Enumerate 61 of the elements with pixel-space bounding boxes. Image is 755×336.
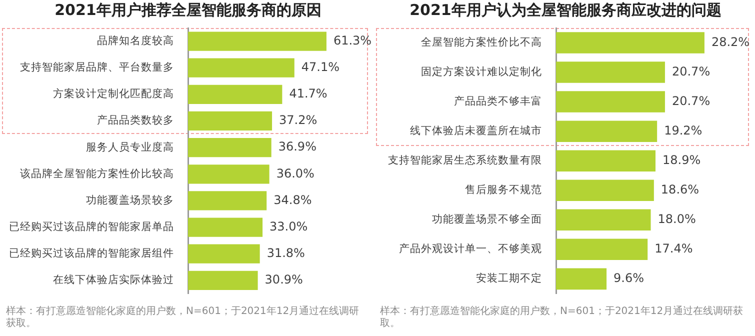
data-label: 34.8%	[274, 192, 312, 207]
y-tick-label: 已经购买过该品牌的智能家居单品	[9, 220, 174, 234]
data-label: 37.2%	[279, 113, 318, 128]
y-tick-label: 功能覆盖场景较多	[86, 193, 174, 206]
bar	[556, 238, 648, 260]
y-tick-label: 服务人员专业度高	[86, 140, 174, 154]
bar	[556, 150, 656, 172]
data-label: 20.7%	[672, 64, 710, 78]
bar	[188, 111, 272, 131]
bar	[188, 270, 258, 290]
data-label: 47.1%	[301, 60, 340, 74]
data-label: 30.9%	[264, 272, 303, 287]
y-tick-label: 已经购买过该品牌的智能家居组件	[9, 246, 174, 260]
bar	[556, 62, 665, 83]
y-tick-label: 全屋智能方案性价比不高	[421, 35, 542, 48]
data-label: 28.2%	[711, 34, 750, 49]
y-tick-label: 产品外观设计单一、不够美观	[399, 242, 542, 256]
data-label: 20.7%	[672, 94, 710, 108]
data-label: 41.7%	[289, 86, 328, 101]
y-tick-label: 产品品类数较多	[97, 114, 174, 127]
y-tick-label: 安装工期不定	[476, 272, 542, 285]
y-tick-label: 功能覆盖场景不够全面	[432, 212, 542, 226]
bar	[188, 32, 326, 51]
bar	[188, 138, 272, 158]
bar	[556, 91, 665, 112]
y-tick-label: 固定方案设计难以定制化	[421, 65, 542, 78]
y-tick-label: 该品牌全屋智能方案性价比较高	[20, 166, 174, 180]
y-tick-label: 线下体验店未覆盖所在城市	[410, 124, 542, 138]
y-tick-label: 产品品类不够丰富	[454, 94, 542, 108]
text: 样本：有打意愿造智能化家庭的用户数，N=601；于2021年12月通过在线调研获取。	[5, 306, 360, 330]
y-tick-label: 品牌知名度较高	[97, 34, 174, 48]
bar	[188, 218, 263, 237]
bar	[556, 268, 607, 290]
text: 样本：有打意愿造智能化家庭的用户数，N=601；于2021年12月通过在线调研获取。	[379, 306, 744, 330]
data-label: 18.0%	[658, 212, 696, 226]
data-label: 33.0%	[270, 219, 308, 234]
bar	[188, 191, 267, 210]
data-label: 9.6%	[614, 271, 644, 286]
bar	[188, 244, 260, 264]
bar	[188, 58, 294, 78]
data-label: 31.8%	[266, 246, 305, 260]
data-label: 61.3%	[333, 33, 372, 48]
bar	[556, 32, 704, 54]
bar	[556, 120, 658, 142]
bar	[556, 209, 651, 231]
chart-title: 2021年用户认为全屋智能服务商应改进的问题	[410, 0, 722, 19]
data-label: 18.6%	[660, 182, 700, 196]
data-label: 36.9%	[278, 140, 316, 154]
bar	[556, 180, 654, 201]
y-tick-label: 支持智能家居品牌、平台数量多	[20, 60, 174, 74]
data-label: 19.2%	[664, 123, 702, 138]
bar	[188, 84, 282, 104]
y-tick-label: 方案设计定制化匹配度高	[53, 87, 174, 100]
y-tick-label: 在线下体验店实际体验过	[53, 273, 174, 286]
bar	[188, 164, 270, 184]
y-tick-label: 支持智能家居生态系统数量有限	[388, 154, 542, 167]
y-tick-label: 售后服务不规范	[465, 183, 542, 196]
data-label: 36.0%	[276, 166, 314, 180]
data-label: 17.4%	[654, 242, 693, 256]
data-label: 18.9%	[662, 152, 701, 167]
chart-title: 2021年用户推荐全屋智能服务商的原因	[54, 0, 322, 19]
